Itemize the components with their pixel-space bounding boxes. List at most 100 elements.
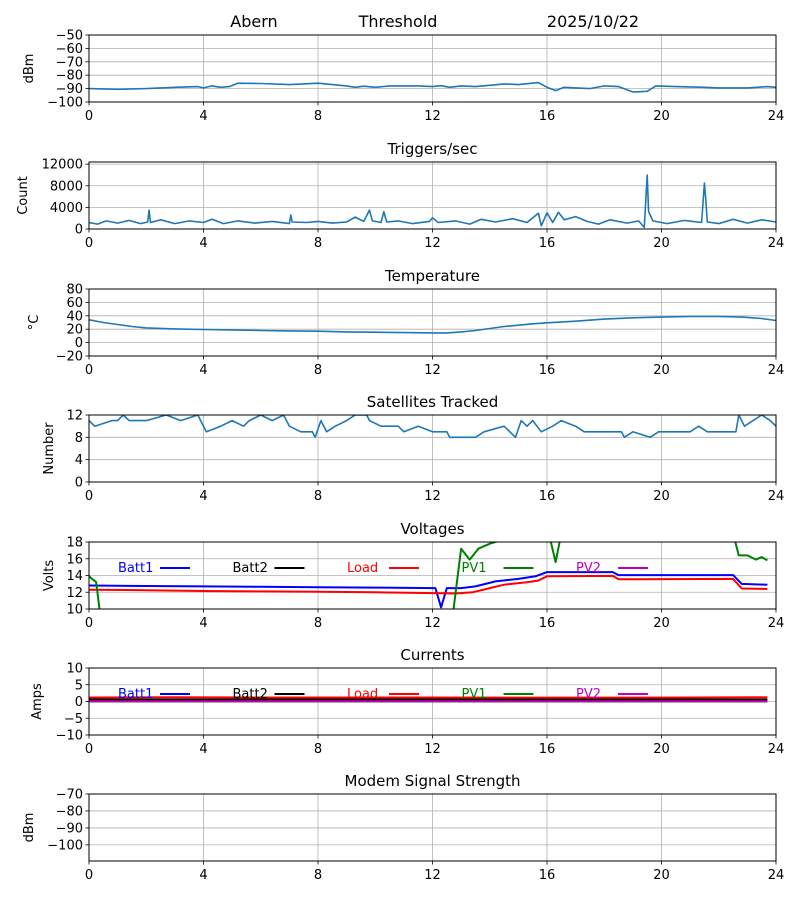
y-tick-label: −80	[56, 804, 83, 819]
y-tick-label: 60	[66, 296, 83, 311]
y-tick-label: −100	[47, 838, 83, 853]
x-tick-label: 12	[424, 236, 441, 251]
x-tick-label: 24	[768, 363, 785, 378]
y-tick-label: 12	[66, 409, 83, 424]
legend-label: Batt1	[118, 561, 153, 576]
subplot-title: Voltages	[400, 520, 464, 538]
y-tick-label: −70	[56, 55, 83, 70]
legend-label: Load	[347, 561, 378, 576]
legend-label: PV1	[462, 561, 487, 576]
y-tick-label: 16	[66, 552, 83, 567]
y-axis-label: Amps	[30, 683, 45, 720]
x-tick-label: 16	[539, 489, 556, 504]
x-tick-label: 24	[768, 868, 785, 883]
y-tick-label: 14	[66, 569, 83, 584]
x-tick-label: 24	[768, 489, 785, 504]
y-tick-label: −5	[64, 712, 83, 727]
series-line-pv1	[89, 542, 768, 609]
y-axis-label: Number	[42, 422, 57, 475]
x-tick-label: 8	[314, 363, 322, 378]
legend-label: Load	[347, 687, 378, 702]
subplot-title: Modem Signal Strength	[345, 772, 521, 790]
x-tick-label: 12	[424, 616, 441, 631]
y-tick-label: 4000	[50, 201, 83, 216]
x-tick-label: 16	[539, 742, 556, 757]
x-tick-label: 4	[199, 868, 207, 883]
x-tick-label: 20	[653, 616, 670, 631]
y-tick-label: −10	[56, 729, 83, 744]
y-axis-label: °C	[27, 315, 42, 331]
y-tick-label: −90	[56, 82, 83, 97]
x-tick-label: 4	[199, 236, 207, 251]
legend-label: PV1	[462, 687, 487, 702]
y-tick-label: −90	[56, 821, 83, 836]
series-line-temperature	[89, 315, 776, 334]
header-date: 2025/10/22	[547, 12, 639, 31]
y-axis-label: dBm	[22, 813, 37, 843]
x-tick-label: 8	[314, 109, 322, 124]
y-tick-label: 0	[75, 476, 83, 491]
x-tick-label: 0	[85, 109, 93, 124]
series-line-signal	[89, 81, 776, 93]
x-tick-label: 16	[539, 868, 556, 883]
y-tick-label: 12000	[42, 158, 83, 173]
axes-frame	[88, 667, 777, 736]
y-tick-label: 40	[66, 309, 83, 324]
y-tick-label: −50	[56, 29, 83, 44]
subplot-1: 0 4 8 12 16 20 24 0 4000 8000 12000 Triggers/sec Cou…	[16, 140, 784, 251]
y-tick-label: 0	[75, 223, 83, 238]
y-tick-label: −20	[56, 350, 83, 365]
x-tick-label: 20	[653, 489, 670, 504]
x-tick-label: 0	[85, 868, 93, 883]
x-tick-label: 20	[653, 868, 670, 883]
subplot-0: 0 4 8 12 16 20 24 −100−90−80−70−60−50 dBm	[22, 29, 784, 125]
axes-frame	[88, 793, 777, 862]
x-tick-label: 12	[424, 489, 441, 504]
x-tick-label: 8	[314, 616, 322, 631]
x-tick-label: 24	[768, 616, 785, 631]
x-tick-label: 4	[199, 489, 207, 504]
legend-label: Batt2	[233, 687, 268, 702]
x-tick-label: 0	[85, 236, 93, 251]
series-line-satellites	[89, 415, 776, 439]
x-tick-label: 20	[653, 742, 670, 757]
x-tick-label: 24	[768, 109, 785, 124]
x-tick-label: 0	[85, 489, 93, 504]
legend-label: PV2	[576, 561, 601, 576]
x-tick-label: 20	[653, 363, 670, 378]
y-tick-label: 12	[66, 586, 83, 601]
x-tick-label: 4	[199, 109, 207, 124]
y-tick-label: 0	[75, 695, 83, 710]
axes-frame	[88, 34, 777, 103]
x-tick-label: 16	[539, 616, 556, 631]
y-tick-label: 4	[75, 453, 83, 468]
y-tick-label: −70	[56, 788, 83, 803]
y-axis-label: dBm	[22, 54, 37, 84]
x-tick-label: 20	[653, 109, 670, 124]
y-tick-label: 10	[66, 603, 83, 618]
x-tick-label: 4	[199, 742, 207, 757]
y-axis-label: Volts	[42, 560, 57, 592]
x-tick-label: 0	[85, 363, 93, 378]
y-tick-label: −80	[56, 69, 83, 84]
subplot-title: Triggers/sec	[387, 140, 478, 158]
axes-frame	[88, 414, 777, 483]
subplot-title: Satellites Tracked	[367, 393, 498, 411]
y-tick-label: 10	[66, 662, 83, 677]
axes-frame	[88, 541, 777, 610]
header-mode: Threshold	[358, 12, 438, 31]
x-tick-label: 24	[768, 236, 785, 251]
x-tick-label: 12	[424, 868, 441, 883]
y-tick-label: 5	[75, 678, 83, 693]
subplot-3: 0 4 8 12 16 20 24 0 4 8 12 Satellites Tracked Number	[42, 393, 784, 504]
y-tick-label: −100	[47, 96, 83, 111]
axes-frame	[88, 288, 777, 357]
y-tick-label: 18	[66, 536, 83, 551]
y-tick-label: 8000	[50, 179, 83, 194]
x-tick-label: 16	[539, 363, 556, 378]
legend-label: Batt1	[118, 687, 153, 702]
